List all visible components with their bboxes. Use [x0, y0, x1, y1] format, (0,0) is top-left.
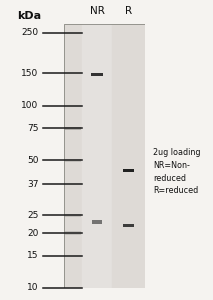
Bar — [92, 220, 102, 224]
Text: 15: 15 — [27, 251, 38, 260]
Bar — [123, 224, 134, 227]
Text: R=reduced: R=reduced — [153, 186, 199, 195]
Text: 20: 20 — [27, 229, 38, 238]
Bar — [65, 214, 81, 217]
Text: 10: 10 — [27, 284, 38, 292]
Text: kDa: kDa — [17, 11, 41, 21]
Bar — [82, 24, 112, 288]
Text: 250: 250 — [21, 28, 38, 38]
Text: NR: NR — [90, 7, 105, 16]
Text: 2ug loading: 2ug loading — [153, 148, 201, 158]
Text: 50: 50 — [27, 156, 38, 165]
Bar — [64, 24, 82, 288]
Bar — [65, 159, 81, 162]
Bar — [65, 127, 81, 130]
Text: 100: 100 — [21, 101, 38, 110]
Text: 75: 75 — [27, 124, 38, 133]
Text: 37: 37 — [27, 180, 38, 189]
Text: reduced: reduced — [153, 174, 186, 183]
Bar — [123, 169, 134, 172]
Bar — [112, 24, 145, 288]
Bar — [91, 73, 103, 76]
Text: R: R — [125, 7, 132, 16]
Text: NR=Non-: NR=Non- — [153, 161, 190, 170]
Text: 150: 150 — [21, 69, 38, 78]
Bar — [65, 232, 81, 235]
Text: 25: 25 — [27, 211, 38, 220]
